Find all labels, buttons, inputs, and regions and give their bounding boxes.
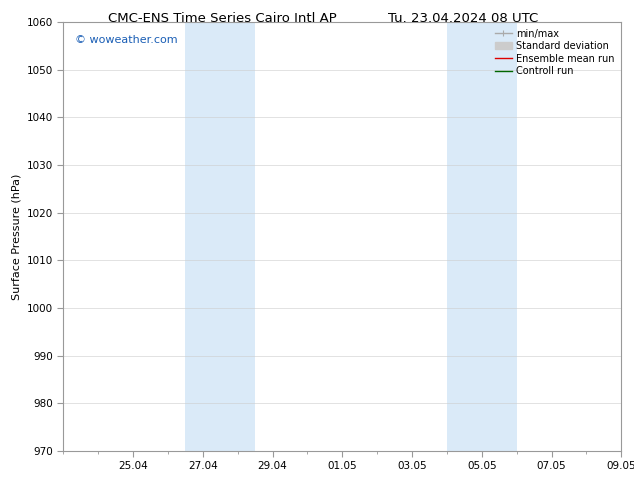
- Text: CMC-ENS Time Series Cairo Intl AP: CMC-ENS Time Series Cairo Intl AP: [108, 12, 336, 25]
- Legend: min/max, Standard deviation, Ensemble mean run, Controll run: min/max, Standard deviation, Ensemble me…: [493, 27, 616, 78]
- Y-axis label: Surface Pressure (hPa): Surface Pressure (hPa): [11, 173, 21, 299]
- Text: Tu. 23.04.2024 08 UTC: Tu. 23.04.2024 08 UTC: [388, 12, 538, 25]
- Bar: [447, 22, 517, 451]
- Bar: [185, 22, 255, 451]
- Text: © woweather.com: © woweather.com: [75, 35, 177, 45]
